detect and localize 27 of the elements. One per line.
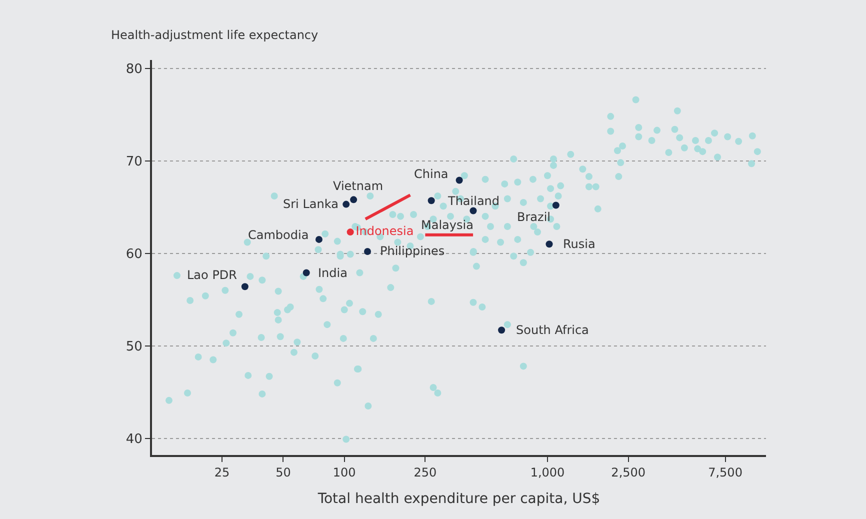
annotation: Rusia [563, 237, 596, 251]
annotation: Vietnam [333, 179, 384, 193]
x-tick-label: 1,000 [530, 465, 565, 480]
annotation: China [414, 167, 448, 181]
annotation: India [318, 266, 348, 280]
x-tick-label: 7,500 [708, 465, 742, 480]
annotation: Cambodia [248, 228, 309, 242]
x-tick-label: 25 [214, 465, 230, 480]
x-axis-title: Total health expenditure per capita, US$ [316, 491, 600, 508]
y-tick-label: 50 [126, 339, 142, 354]
x-tick-label: 50 [276, 465, 291, 480]
annotation: Philippines [380, 244, 445, 258]
annotation: Thailand [447, 194, 500, 208]
y-tick-label: 70 [126, 154, 142, 170]
y-tick-label: 60 [126, 246, 142, 262]
annotation: Sri Lanka [283, 197, 338, 211]
x-tick-label: 250 [414, 465, 437, 480]
annotation: South Africa [516, 323, 589, 337]
y-axis-title: Health-adjustment life expectancy [111, 28, 318, 42]
annotation: Brazil [517, 210, 550, 224]
y-tick-label: 40 [126, 432, 142, 447]
x-tick-label: 2,500 [611, 465, 646, 480]
y-tick-label: 80 [126, 62, 142, 77]
annotation: Malaysia [421, 218, 474, 232]
x-tick-label: 100 [332, 465, 356, 480]
annotation: Lao PDR [187, 268, 238, 282]
series-label: Indonesia [356, 224, 414, 238]
